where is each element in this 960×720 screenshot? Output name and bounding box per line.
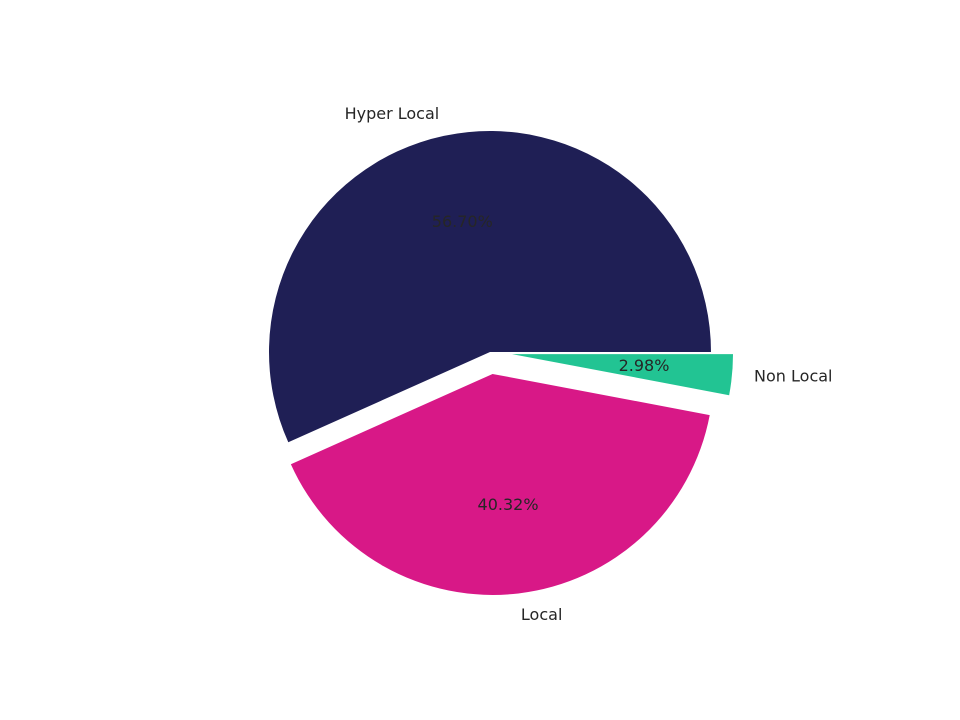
slice-label: Hyper Local bbox=[345, 104, 440, 123]
pie-slice bbox=[290, 373, 710, 595]
slice-label: Non Local bbox=[754, 366, 832, 385]
value-label: 56.70% bbox=[432, 212, 493, 231]
pie-slice bbox=[269, 131, 711, 443]
value-label: 40.32% bbox=[478, 495, 539, 514]
value-label: 2.98% bbox=[619, 356, 670, 375]
slice-label: Local bbox=[521, 605, 562, 624]
pie-slice bbox=[512, 354, 734, 396]
